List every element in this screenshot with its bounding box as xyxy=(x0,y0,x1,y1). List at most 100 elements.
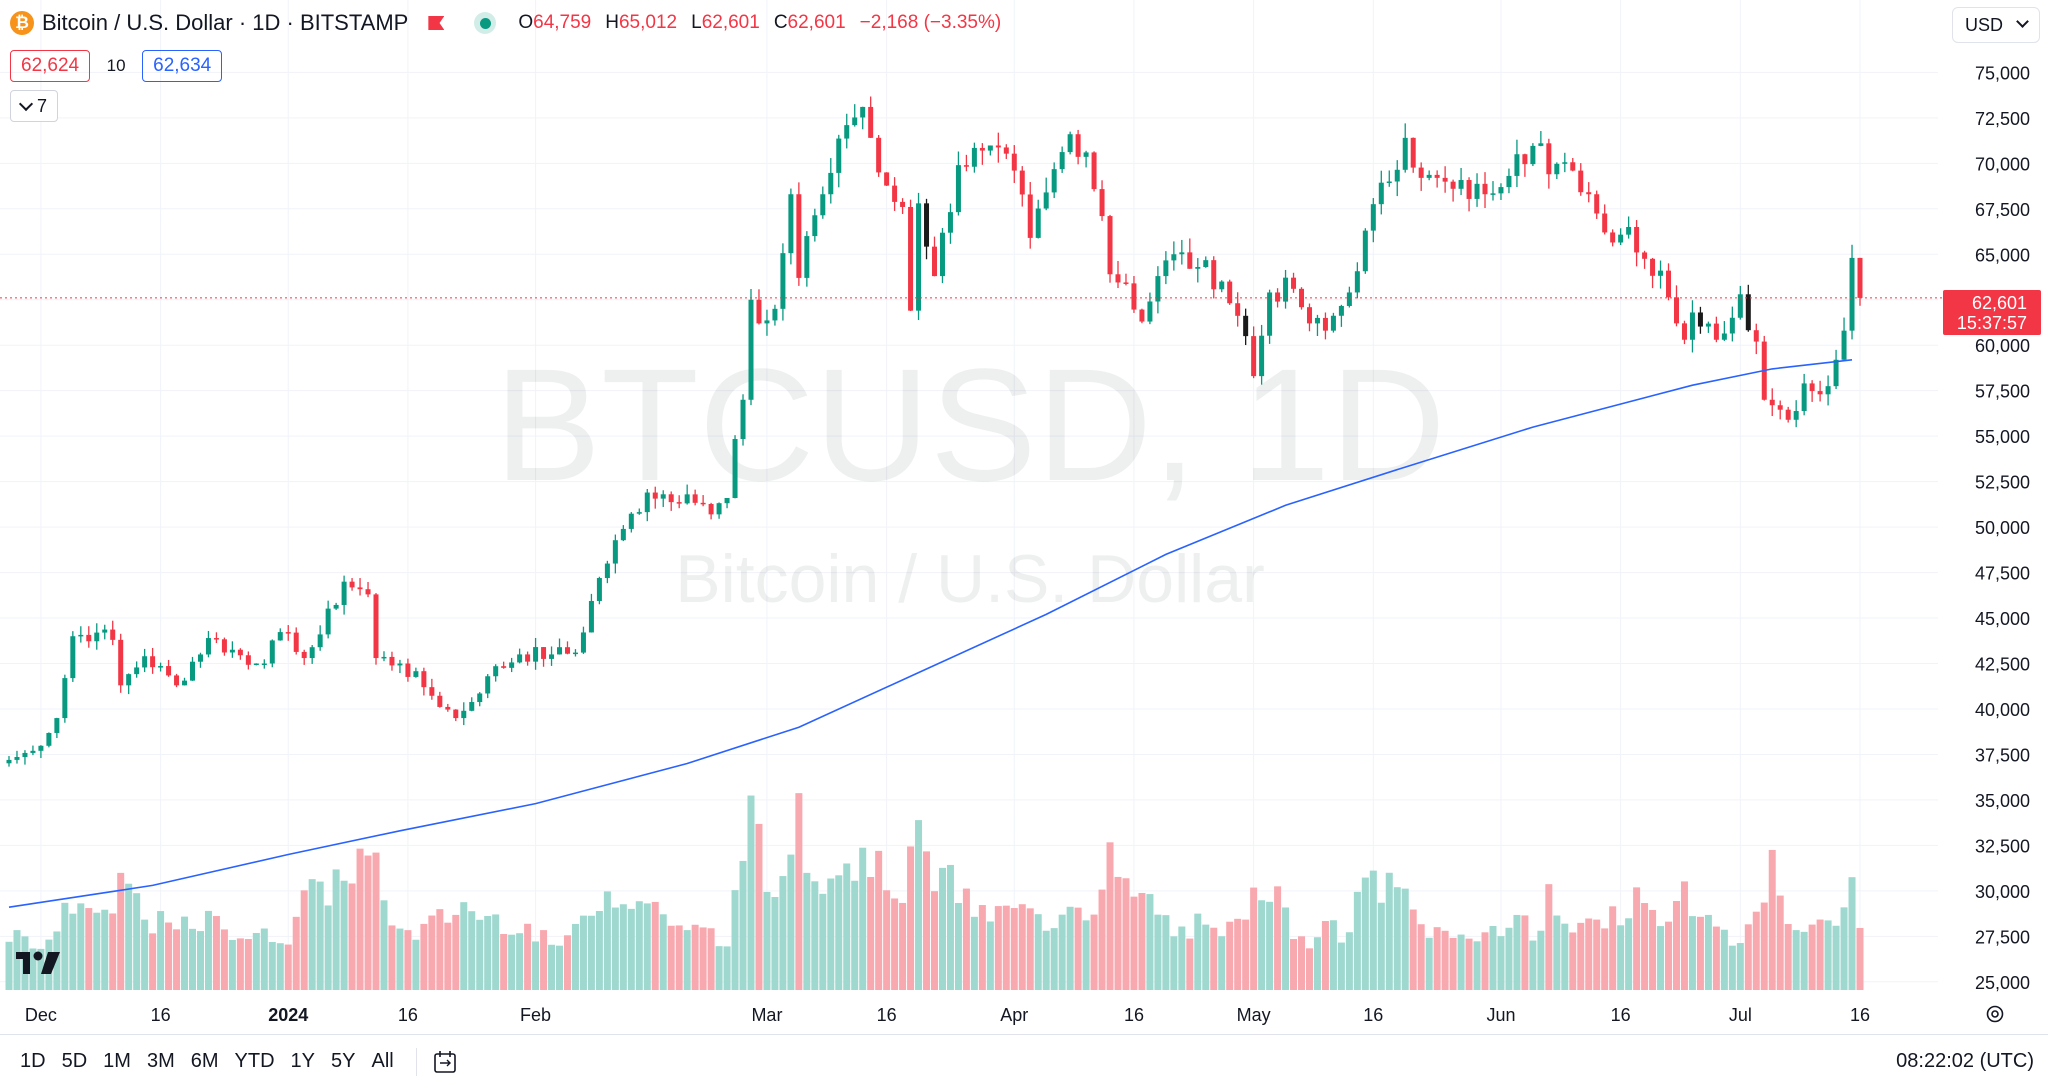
candle xyxy=(1123,273,1129,286)
candle xyxy=(820,186,826,219)
candle xyxy=(1801,373,1807,416)
candle xyxy=(1474,173,1480,207)
volume-bar xyxy=(29,948,37,990)
candle xyxy=(333,602,339,610)
candle xyxy=(78,626,84,643)
timeframe-6m[interactable]: 6M xyxy=(190,1050,219,1072)
volume-bar xyxy=(1194,913,1202,990)
volume-bar xyxy=(1840,907,1848,990)
volume-bar xyxy=(811,881,819,990)
timeframe-3m[interactable]: 3M xyxy=(146,1050,175,1072)
volume-bar xyxy=(1481,932,1489,990)
chevron-down-icon xyxy=(18,96,34,111)
volume-bar xyxy=(516,933,524,990)
volume-bar xyxy=(173,929,181,990)
volume-bar xyxy=(1856,927,1864,990)
candle xyxy=(118,633,124,693)
timeframe-1y[interactable]: 1Y xyxy=(290,1050,316,1072)
volume-bar xyxy=(364,855,372,990)
volume-bar xyxy=(1018,904,1026,990)
toolbar-divider xyxy=(415,1047,417,1076)
price-chart[interactable]: BTCUSD, 1D Bitcoin / U.S. Dollar 25,0002… xyxy=(0,0,2048,1034)
volume-bar xyxy=(1704,914,1712,990)
candle xyxy=(190,656,196,681)
volume-bar xyxy=(1728,945,1736,990)
volume-bar xyxy=(1712,926,1720,990)
candle xyxy=(596,576,602,605)
volume-bar xyxy=(1489,926,1497,990)
high-value: 65,012 xyxy=(618,12,678,33)
candle xyxy=(916,192,922,321)
candle xyxy=(501,661,507,669)
y-tick-label: 40,000 xyxy=(1975,700,2030,720)
candle xyxy=(166,659,172,677)
candle xyxy=(1833,349,1839,390)
volume-bar xyxy=(1058,914,1066,990)
y-tick-label: 65,000 xyxy=(1975,245,2030,265)
volume-bar xyxy=(931,891,938,990)
candle xyxy=(237,648,243,660)
timeframe-5d[interactable]: 5D xyxy=(61,1050,88,1072)
candle xyxy=(549,646,555,666)
volume-bar xyxy=(204,910,212,990)
settings-icon[interactable] xyxy=(1984,1003,2006,1025)
candle xyxy=(1179,239,1185,265)
candle xyxy=(421,667,427,696)
volume-bar xyxy=(603,891,611,990)
volume-bar xyxy=(1258,900,1266,990)
flag-icon[interactable] xyxy=(428,16,445,30)
candle xyxy=(660,490,666,507)
symbol-title[interactable]: Bitcoin / U.S. Dollar · 1D · BITSTAMP xyxy=(42,10,409,35)
candle xyxy=(636,508,642,515)
x-tick-label: 16 xyxy=(1363,1005,1383,1025)
volume-bar xyxy=(1369,870,1377,990)
volume-bar xyxy=(1385,872,1393,990)
candle xyxy=(453,709,459,722)
y-tick-label: 45,000 xyxy=(1975,609,2030,629)
market-open-icon[interactable] xyxy=(474,12,497,34)
candle xyxy=(405,658,411,682)
timeframe-ytd[interactable]: YTD xyxy=(234,1050,275,1072)
candlestick-series xyxy=(6,96,1863,767)
timeframe-1d[interactable]: 1D xyxy=(20,1050,46,1072)
candle xyxy=(572,649,578,657)
volume-bar xyxy=(500,933,508,990)
volume-bar xyxy=(619,904,627,990)
y-tick-label: 30,000 xyxy=(1975,882,2030,902)
volume-bar xyxy=(1601,928,1609,990)
volume-bar xyxy=(715,946,723,990)
volume-bar xyxy=(1393,887,1401,990)
volume-bar xyxy=(1848,877,1856,990)
volume-bar xyxy=(1696,916,1704,990)
volume-bar xyxy=(587,915,595,990)
utc-clock[interactable]: 08:22:02 (UTC) xyxy=(1896,1050,2034,1072)
volume-bar xyxy=(1441,930,1449,990)
candle xyxy=(1314,314,1320,337)
x-tick-label: May xyxy=(1237,1005,1271,1025)
volume-bar xyxy=(117,872,125,990)
last-price-value: 62,601 xyxy=(1971,293,2027,313)
timeframe-1m[interactable]: 1M xyxy=(103,1050,131,1072)
timeframe-all[interactable]: All xyxy=(371,1050,394,1072)
timeframe-5y[interactable]: 5Y xyxy=(331,1050,356,1072)
sell-button[interactable]: 62,624 xyxy=(10,50,91,82)
candle xyxy=(293,627,299,655)
volume-bar xyxy=(739,860,747,990)
candle xyxy=(1155,266,1161,314)
candle xyxy=(1115,260,1121,289)
currency-select[interactable]: USD xyxy=(1952,7,2040,43)
tradingview-logo-icon[interactable] xyxy=(14,950,64,976)
candle xyxy=(740,394,746,446)
buy-button[interactable]: 62,634 xyxy=(142,50,223,82)
price-axis: 25,000 27,500 30,000 32,500 35,000 37,500 40,0… xyxy=(1975,63,2030,992)
candle xyxy=(1809,380,1815,402)
date-range-icon[interactable] xyxy=(431,1048,459,1076)
indicators-toggle[interactable]: 7 xyxy=(10,90,58,122)
candle xyxy=(509,657,515,673)
volume-bar xyxy=(1066,906,1074,990)
volume-bar xyxy=(1672,901,1680,990)
y-tick-label: 32,500 xyxy=(1975,836,2030,856)
currency-value: USD xyxy=(1965,14,2004,35)
close-value: 62,601 xyxy=(787,12,846,33)
ohlc-values: O64,759 H65,012 L62,601 C62,601 −2,168 (… xyxy=(518,12,1002,33)
